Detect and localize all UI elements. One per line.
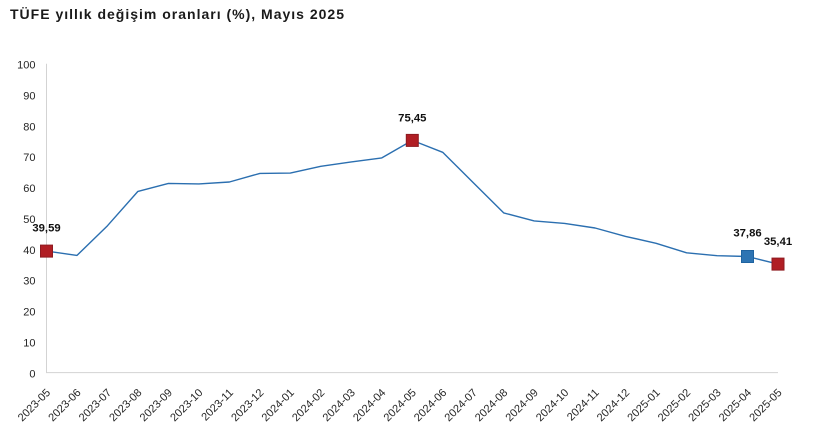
svg-text:90: 90 bbox=[23, 90, 35, 102]
svg-text:100: 100 bbox=[17, 60, 35, 72]
svg-text:TÜFE yıllık değişim oranları (: TÜFE yıllık değişim oranları (%), Mayıs … bbox=[10, 6, 345, 22]
svg-text:20: 20 bbox=[23, 307, 35, 319]
svg-text:39,59: 39,59 bbox=[32, 223, 60, 235]
svg-text:70: 70 bbox=[23, 152, 35, 164]
svg-text:10: 10 bbox=[23, 337, 35, 349]
svg-text:60: 60 bbox=[23, 183, 35, 195]
svg-text:0: 0 bbox=[29, 368, 35, 380]
svg-text:35,41: 35,41 bbox=[764, 236, 792, 248]
svg-text:30: 30 bbox=[23, 276, 35, 288]
svg-text:50: 50 bbox=[23, 214, 35, 226]
svg-text:37,86: 37,86 bbox=[733, 228, 761, 240]
svg-text:80: 80 bbox=[23, 121, 35, 133]
svg-text:75,45: 75,45 bbox=[398, 112, 426, 124]
svg-text:40: 40 bbox=[23, 245, 35, 257]
